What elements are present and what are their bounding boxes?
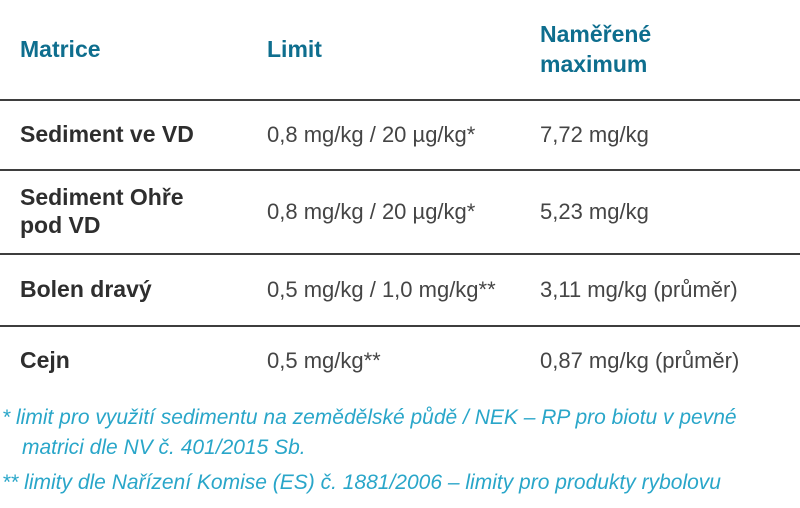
limit-cell: 0,8 mg/kg / 20 µg/kg* [267, 122, 476, 147]
maximum-cell: 7,72 mg/kg [540, 122, 649, 147]
footnotes-section: * limit pro využití sedimentu na zeměděl… [0, 403, 800, 497]
footnote-sediment-limit: * limit pro využití sedimentu na zeměděl… [2, 406, 737, 459]
column-header-maximum-label: Naměřené maximum [540, 20, 652, 77]
limit-cell: 0,8 mg/kg / 20 µg/kg* [267, 199, 476, 224]
column-header-maximum: Naměřené maximum [540, 0, 800, 100]
table-row: Cejn 0,5 mg/kg** 0,87 mg/kg (průměr) [0, 326, 800, 394]
maximum-cell: 5,23 mg/kg [540, 199, 649, 224]
maximum-cell: 0,87 mg/kg (průměr) [540, 347, 740, 373]
matrice-cell: Sediment ve VD [20, 121, 194, 148]
limit-cell: 0,5 mg/kg** [267, 347, 381, 373]
table-row: Bolen dravý 0,5 mg/kg / 1,0 mg/kg** 3,11… [0, 254, 800, 326]
limits-table: Matrice Limit Naměřené maximum Sediment … [0, 0, 800, 394]
maximum-cell: 3,11 mg/kg (průměr) [540, 277, 738, 302]
matrice-cell: Bolen dravý [20, 276, 152, 303]
matrice-cell-label: Sediment Ohře pod VD [20, 184, 184, 238]
column-header-limit: Limit [267, 35, 322, 62]
table-header-row: Matrice Limit Naměřené maximum [0, 0, 800, 100]
column-header-matrice: Matrice [20, 35, 101, 62]
footnote-fish-limit: ** limity dle Nařízení Komise (ES) č. 18… [2, 470, 721, 494]
table-row: Sediment Ohře pod VD 0,8 mg/kg / 20 µg/k… [0, 170, 800, 254]
limit-cell: 0,5 mg/kg / 1,0 mg/kg** [267, 277, 496, 302]
table-row: Sediment ve VD 0,8 mg/kg / 20 µg/kg* 7,7… [0, 100, 800, 170]
matrice-cell: Cejn [20, 346, 70, 373]
matrice-cell: Sediment Ohře pod VD [0, 170, 267, 254]
